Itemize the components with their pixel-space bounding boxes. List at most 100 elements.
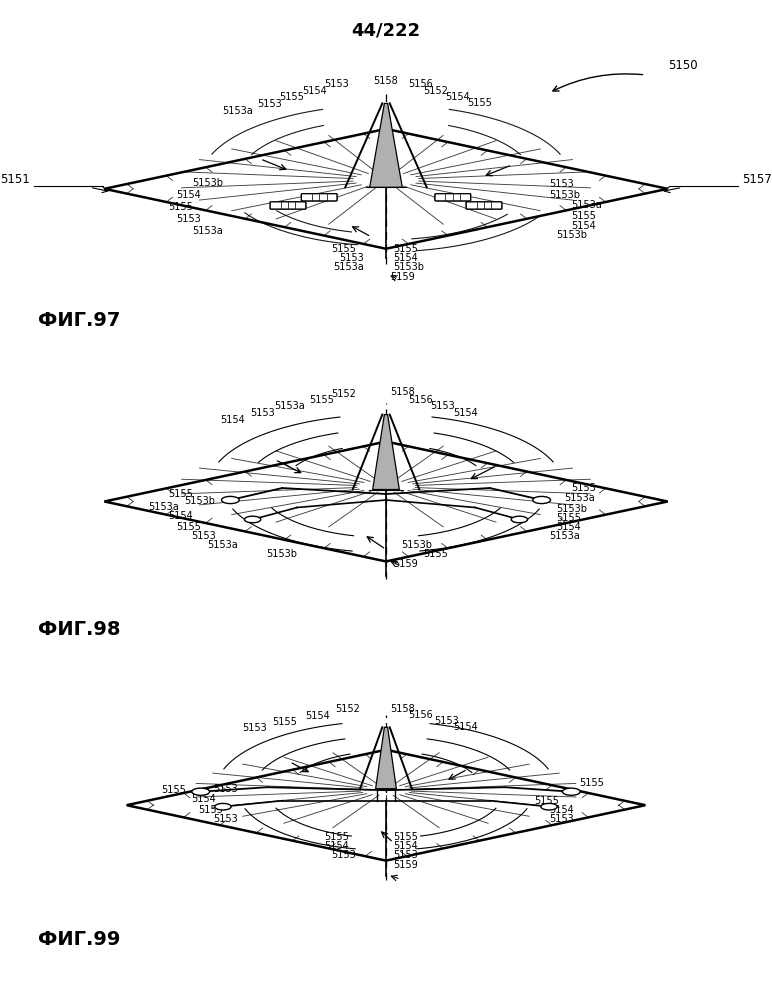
Text: 5155: 5155 [468,98,493,109]
Text: 5154: 5154 [557,521,581,532]
Text: 5153b: 5153b [394,262,425,272]
Text: 5153a: 5153a [571,200,602,211]
Polygon shape [376,727,396,789]
Text: 5153: 5153 [213,813,238,824]
Text: 5153a: 5153a [192,226,223,236]
Text: 5154: 5154 [452,408,477,419]
FancyBboxPatch shape [301,194,337,201]
Text: 5154: 5154 [176,190,201,200]
Text: 5153: 5153 [176,214,201,224]
Text: 5155: 5155 [571,211,596,221]
FancyBboxPatch shape [435,194,471,201]
Text: 5153a: 5153a [564,494,594,503]
Circle shape [215,803,231,810]
Text: 5153a: 5153a [207,539,238,550]
Text: 5156: 5156 [408,710,433,720]
Text: 5156: 5156 [408,395,433,405]
Text: 5154: 5154 [445,92,470,103]
Text: 5153a: 5153a [333,262,364,272]
Polygon shape [370,103,402,188]
Text: 5153a: 5153a [274,402,304,412]
Text: ФИГ.98: ФИГ.98 [38,620,120,639]
Text: 5151: 5151 [1,173,30,186]
Text: 5153: 5153 [549,179,574,190]
Text: 5159: 5159 [390,272,415,283]
Text: 5155: 5155 [579,777,604,788]
Text: 5154: 5154 [571,221,596,232]
Text: 5155: 5155 [198,804,223,815]
Text: 5153b: 5153b [557,503,587,514]
Circle shape [533,497,550,503]
Text: 5154: 5154 [168,511,193,521]
Circle shape [562,788,581,795]
Text: 5155: 5155 [273,717,297,727]
Text: 5154: 5154 [306,711,330,721]
Text: 5153b: 5153b [192,178,223,188]
Text: 5155: 5155 [168,202,193,212]
Text: 5159: 5159 [394,559,418,569]
Text: 5155: 5155 [557,512,581,523]
Text: 5150: 5150 [668,59,697,72]
Circle shape [222,497,239,503]
Text: 5154: 5154 [302,86,327,97]
Text: 5155: 5155 [423,548,448,559]
Text: 5153: 5153 [339,253,364,263]
Text: 5157: 5157 [742,173,771,186]
Text: 5155: 5155 [571,483,596,494]
Text: 5154: 5154 [549,804,574,815]
Text: 5155: 5155 [176,521,201,532]
Text: 5154: 5154 [324,840,349,851]
Text: 5154: 5154 [221,415,245,425]
Text: 5155: 5155 [394,244,418,254]
Text: ФИГ.99: ФИГ.99 [38,930,120,949]
Text: 5159: 5159 [394,860,418,870]
Text: 5153: 5153 [250,408,275,419]
Text: 5153a: 5153a [222,106,252,116]
Text: 5153: 5153 [394,849,418,860]
Text: 5153: 5153 [324,79,349,89]
Text: ФИГ.97: ФИГ.97 [38,311,120,330]
Text: 5153a: 5153a [549,530,580,541]
Text: 5153: 5153 [431,402,455,412]
Text: 5153: 5153 [434,716,459,726]
Text: 5158: 5158 [374,76,398,86]
Text: 44/222: 44/222 [351,22,421,40]
FancyBboxPatch shape [466,202,502,209]
Text: 5153b: 5153b [557,230,587,241]
Text: 5153b: 5153b [266,548,297,559]
Text: 5153: 5153 [332,849,357,860]
Text: 5154: 5154 [452,722,477,732]
FancyBboxPatch shape [270,202,306,209]
Text: 5154: 5154 [191,794,215,804]
Text: 5154: 5154 [394,840,418,851]
Text: 5153: 5153 [549,813,574,824]
Text: 5155: 5155 [310,395,334,405]
Circle shape [511,516,527,522]
Text: 5158: 5158 [390,387,415,398]
Text: 5154: 5154 [394,253,418,263]
Text: 5155: 5155 [394,831,418,842]
FancyBboxPatch shape [435,194,471,201]
Text: 5156: 5156 [408,79,433,89]
Text: 5153a: 5153a [147,502,178,512]
Text: 5152: 5152 [331,389,357,399]
Text: 5155: 5155 [161,785,186,795]
Text: 5152: 5152 [423,86,448,97]
Circle shape [541,803,557,810]
Text: 5155: 5155 [168,489,193,500]
Circle shape [245,516,261,522]
Text: 5155: 5155 [331,244,357,254]
FancyBboxPatch shape [466,202,502,209]
Text: 5152: 5152 [335,704,360,714]
Text: 5155: 5155 [279,92,304,103]
Text: 5155: 5155 [534,795,559,806]
Text: 5153b: 5153b [185,497,215,506]
Text: 5158: 5158 [390,703,415,713]
Text: 5153: 5153 [242,723,267,733]
Polygon shape [373,415,399,490]
Text: 5155: 5155 [324,831,349,842]
FancyBboxPatch shape [301,194,337,201]
Text: 5153: 5153 [191,530,215,541]
FancyBboxPatch shape [270,202,306,209]
Circle shape [191,788,210,795]
